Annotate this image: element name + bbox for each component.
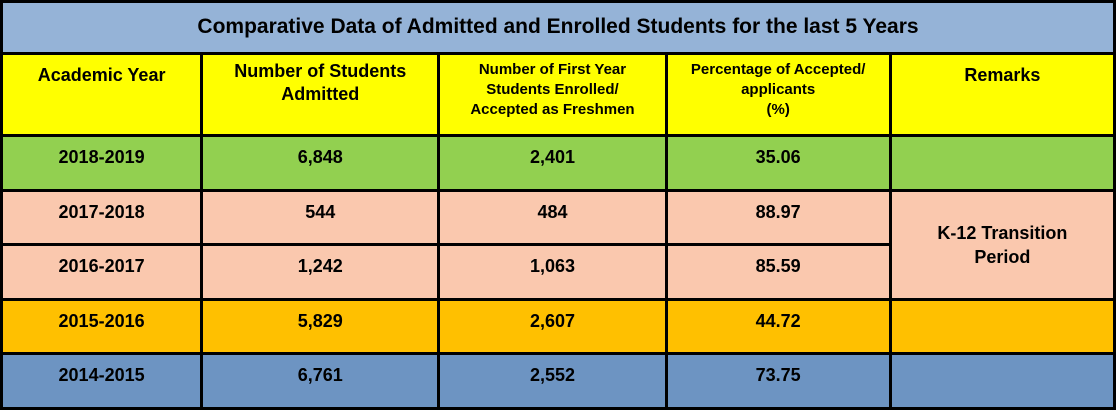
cell-admitted: 544 (203, 191, 438, 244)
cell-percentage: 44.72 (667, 300, 889, 353)
cell-admitted: 6,848 (203, 136, 438, 189)
table-row: 2016-2017 1,242 1,063 85.59 (3, 246, 1113, 298)
header-line: Percentage of Accepted/ (690, 60, 866, 78)
table-title: Comparative Data of Admitted and Enrolle… (3, 3, 1113, 52)
cell-enrolled: 1,063 (440, 246, 665, 298)
header-line: Students Enrolled/ (486, 80, 619, 98)
header-row: Academic Year Number of Students Admitte… (3, 54, 1113, 134)
cell-enrolled: 484 (440, 191, 665, 244)
cell-enrolled: 2,401 (440, 136, 665, 189)
cell-percentage: 35.06 (667, 136, 889, 189)
remark-line: K-12 Transition (937, 222, 1068, 243)
cell-percentage: 88.97 (667, 191, 889, 244)
cell-academic-year: 2017-2018 (3, 191, 201, 244)
header-line: Number of Students (234, 60, 407, 81)
header-students-admitted: Number of Students Admitted (203, 54, 438, 134)
header-line: Number of First Year (478, 60, 627, 78)
header-line: (%) (766, 100, 790, 118)
cell-admitted: 5,829 (203, 300, 438, 353)
header-percentage: Percentage of Accepted/ applicants (%) (667, 54, 889, 134)
title-row: Comparative Data of Admitted and Enrolle… (3, 3, 1113, 52)
cell-admitted: 1,242 (203, 246, 438, 298)
header-line: Accepted as Freshmen (470, 100, 635, 118)
cell-percentage: 73.75 (667, 355, 889, 407)
remark-line: Period (974, 246, 1031, 267)
header-remarks: Remarks (891, 54, 1113, 134)
cell-remarks (891, 300, 1113, 353)
table-row: 2017-2018 544 484 88.97 K-12 Transition … (3, 191, 1113, 298)
cell-enrolled: 2,607 (440, 300, 665, 353)
cell-remarks (891, 136, 1113, 189)
cell-academic-year: 2014-2015 (3, 355, 201, 407)
table-row: 2018-2019 6,848 2,401 35.06 (3, 136, 1113, 189)
header-academic-year: Academic Year (3, 54, 201, 134)
cell-academic-year: 2016-2017 (3, 246, 201, 298)
header-line: Admitted (281, 83, 360, 104)
cell-admitted: 6,761 (203, 355, 438, 407)
cell-percentage: 85.59 (667, 246, 889, 298)
cell-academic-year: 2015-2016 (3, 300, 201, 353)
cell-enrolled: 2,552 (440, 355, 665, 407)
cell-remarks (891, 355, 1113, 407)
table-row: 2015-2016 5,829 2,607 44.72 (3, 300, 1113, 353)
cell-academic-year: 2018-2019 (3, 136, 201, 189)
table-row: 2014-2015 6,761 2,552 73.75 (3, 355, 1113, 407)
header-line: applicants (741, 80, 816, 98)
cell-remarks-transition: K-12 Transition Period (891, 191, 1113, 298)
header-students-enrolled: Number of First Year Students Enrolled/ … (440, 54, 665, 134)
